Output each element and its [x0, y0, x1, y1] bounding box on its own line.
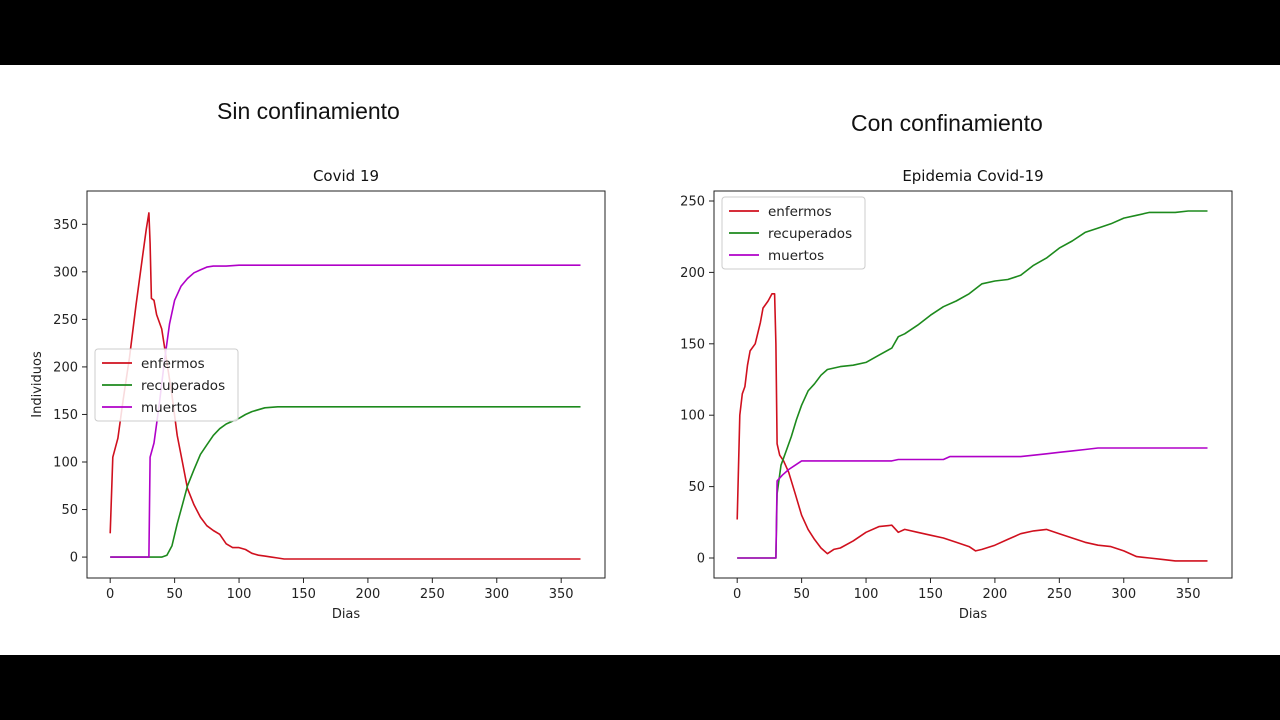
legend-label-enfermos: enfermos	[768, 204, 832, 220]
legend-box	[721, 196, 866, 270]
legend: enfermos recuperados muertos	[721, 196, 866, 270]
charts-canvas: Covid 19 0 50 100 150 200 250 300 350 0 50 100 150 20…	[30, 167, 1233, 622]
heading-sin-confinamiento: Sin confinamiento	[217, 98, 400, 124]
chart-1: Covid 19 0 50 100 150 200 250 300 350 0 50 100 150 20…	[30, 167, 606, 622]
x-tick-label: 150	[291, 587, 316, 602]
chart-2: Epidemia Covid-19 0 50 100 150 200 250 300 350 0 5…	[680, 167, 1233, 622]
legend-label-muertos: muertos	[768, 248, 824, 264]
y-tick-label: 100	[680, 409, 705, 424]
x-tick-label: 150	[918, 587, 943, 602]
plot-frame	[713, 190, 1233, 579]
x-tick-label: 50	[793, 587, 810, 602]
series-line-recuperados	[110, 406, 581, 558]
x-tick-label: 350	[1176, 587, 1201, 602]
series-line-enfermos	[109, 212, 581, 560]
y-tick-label: 150	[680, 337, 705, 352]
legend-label-recuperados: recuperados	[141, 378, 225, 394]
y-tick-label: 250	[53, 313, 78, 328]
legend-label-recuperados: recuperados	[768, 226, 852, 242]
x-tick-label: 250	[420, 587, 445, 602]
y-tick-label: 250	[680, 194, 705, 209]
legend-box	[94, 348, 239, 422]
x-tick-label: 100	[227, 587, 252, 602]
y-axis-label: Individuos	[30, 351, 45, 418]
chart-title: Covid 19	[313, 167, 379, 185]
legend-label-enfermos: enfermos	[141, 356, 205, 372]
x-tick-label: 100	[854, 587, 879, 602]
x-tick-label: 0	[106, 587, 114, 602]
y-tick-label: 150	[53, 408, 78, 423]
legend-label-muertos: muertos	[141, 400, 197, 416]
x-tick-label: 250	[1047, 587, 1072, 602]
x-tick-label: 50	[166, 587, 183, 602]
y-tick-label: 0	[70, 551, 78, 566]
heading-con-confinamiento: Con confinamiento	[851, 110, 1043, 136]
slide-area: Sin confinamiento Con confinamiento Covi…	[0, 65, 1280, 655]
series-line-enfermos	[736, 293, 1208, 562]
x-tick-label: 0	[733, 587, 741, 602]
y-tick-label: 350	[53, 218, 78, 233]
x-axis-label: Dias	[959, 607, 988, 622]
x-axis-label: Dias	[332, 607, 361, 622]
y-tick-label: 100	[53, 455, 78, 470]
x-tick-label: 350	[549, 587, 574, 602]
series-line-recuperados	[737, 210, 1208, 559]
y-tick-label: 200	[53, 360, 78, 375]
series-line-muertos	[737, 447, 1208, 559]
y-tick-label: 50	[61, 503, 78, 518]
y-tick-label: 200	[680, 266, 705, 281]
plot-frame	[86, 190, 606, 579]
x-tick-label: 200	[355, 587, 380, 602]
y-tick-label: 0	[697, 552, 705, 567]
x-tick-label: 300	[1111, 587, 1136, 602]
x-tick-label: 300	[484, 587, 509, 602]
y-tick-label: 50	[688, 480, 705, 495]
legend: enfermos recuperados muertos	[94, 348, 239, 422]
chart-title: Epidemia Covid-19	[902, 167, 1043, 185]
y-tick-label: 300	[53, 265, 78, 280]
series-line-muertos	[110, 264, 581, 558]
x-tick-label: 200	[982, 587, 1007, 602]
